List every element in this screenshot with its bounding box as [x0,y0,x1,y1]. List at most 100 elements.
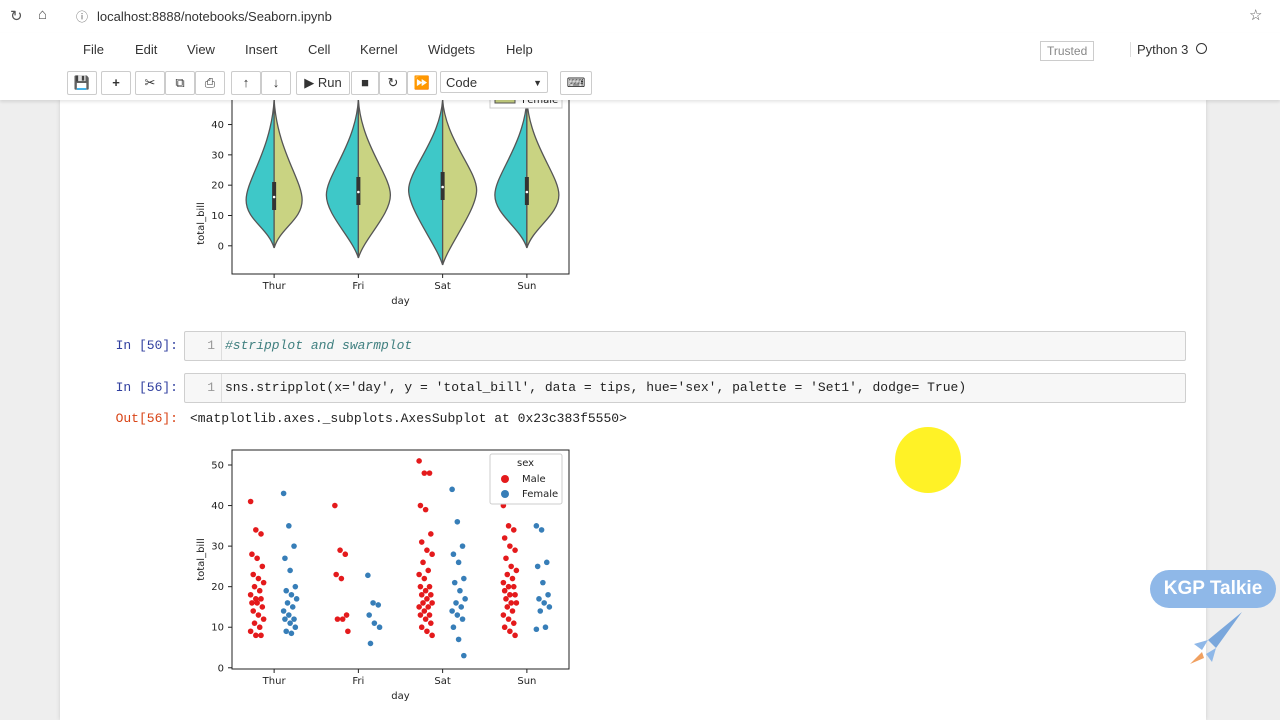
strip-point [462,596,468,602]
strip-point [541,600,547,606]
violin-half [273,99,303,249]
x-tick-label: Thur [262,281,287,292]
reload[interactable]: ↻ [10,8,23,25]
paste-button[interactable]: ⎙ [195,71,225,95]
stop-button[interactable]: ■ [351,71,379,95]
strip-point [503,555,509,562]
strip-point [422,587,429,594]
cell-type-select[interactable]: Code ▼ [440,71,548,93]
strip-point [424,547,430,553]
down-button[interactable]: ↓ [261,71,291,95]
strip-point [501,587,508,594]
strip-point [283,587,290,594]
strip-point [256,587,263,594]
menu-item[interactable]: View [187,42,215,57]
strip-point [461,652,467,659]
keyboard-button[interactable]: ⌨ [560,71,592,95]
run-label: Run [317,75,342,90]
strip-point [537,608,544,614]
x-tick-label: Fri [352,676,364,687]
copy-button[interactable]: ⧉ [165,71,195,95]
strip-point [375,602,382,608]
strip-point [422,616,429,622]
url[interactable]: localhost:8888/notebooks/Seaborn.ipynb [97,9,332,24]
code-cell[interactable]: 1 #stripplot and swarmplot [184,331,1186,361]
info-icon: ⓘ [76,10,89,24]
strip-point [247,498,254,505]
home[interactable]: ⌂ [38,6,48,23]
strip-point [508,563,514,570]
code-cell[interactable]: 1 sns.stripplot(x='day', y = 'total_bill'… [184,373,1186,403]
menu-item[interactable]: File [83,42,104,57]
strip-point [418,539,425,545]
violin-half [357,99,392,259]
menu-item[interactable]: Kernel [360,42,398,57]
restart-button[interactable]: ↻ [379,71,407,95]
strip-point [428,531,434,537]
add-button[interactable]: + [101,71,131,95]
strip-point [284,600,291,606]
strip-point [428,591,434,598]
legend-label: Female [522,489,558,500]
strip-point [453,600,459,606]
restart-run-button[interactable]: ⏩ [407,71,437,95]
strip-point [510,583,517,590]
cell-type: Code [446,75,478,90]
menu-item[interactable]: Cell [308,42,331,57]
strip-point [251,583,258,590]
strip-point [454,612,461,618]
strip-point [418,591,425,598]
violin-half [407,99,444,266]
strip-point [505,583,512,590]
strip-point [260,579,267,586]
strip-point [250,571,257,578]
strip-point [455,559,462,566]
kernel-name: Python 3 [1130,42,1188,57]
strip-point [334,616,341,622]
strip-point [426,470,433,476]
x-axis-label: day [391,296,409,307]
menu-item[interactable]: Help [506,42,533,57]
strip-point [510,620,517,626]
cut-button[interactable]: ✂ [135,71,165,95]
strip-point [417,612,424,618]
violin-half [526,99,560,249]
code: sns.stripplot(x='day', y = 'total_bill',… [225,380,967,395]
strip-point [459,616,466,622]
jupyter-header: File Edit View Insert Cell Kernel Widgets Help … [0,33,1280,100]
violin-median [272,195,276,199]
strip-point [426,612,433,618]
strip-point [255,575,262,582]
strip-point [500,579,507,586]
strip-point [457,587,463,594]
legend-title: sex [517,458,534,469]
strip-point [254,600,260,606]
strip-point [422,506,429,513]
y-axis-label: total_bill [196,202,207,245]
strip-point [503,596,509,602]
menu-item[interactable]: Widgets [428,42,475,57]
menu-item[interactable]: Edit [135,42,158,57]
strip-point [451,579,458,586]
trusted[interactable]: Trusted [1040,41,1095,61]
run-button[interactable]: ▶︎ Run [296,71,350,95]
strip-point [280,490,287,497]
strip-point [536,596,542,602]
strip-point [247,628,254,635]
menu-item[interactable]: Insert [245,42,278,57]
strip-point [507,591,513,598]
bookmark[interactable]: ☆ [1249,7,1263,24]
y-tick-label: 40 [211,120,224,131]
strip-point [513,567,520,574]
strip-point [260,616,267,622]
strip-point [333,571,339,578]
strip-point [286,523,292,529]
legend-marker [501,490,509,498]
strip-point [540,579,546,586]
strip-point [416,458,422,464]
save-button[interactable]: 💾 [67,71,97,95]
strip-point [247,591,254,598]
y-tick-label: 20 [211,181,224,192]
up-button[interactable]: ↑ [231,71,261,95]
